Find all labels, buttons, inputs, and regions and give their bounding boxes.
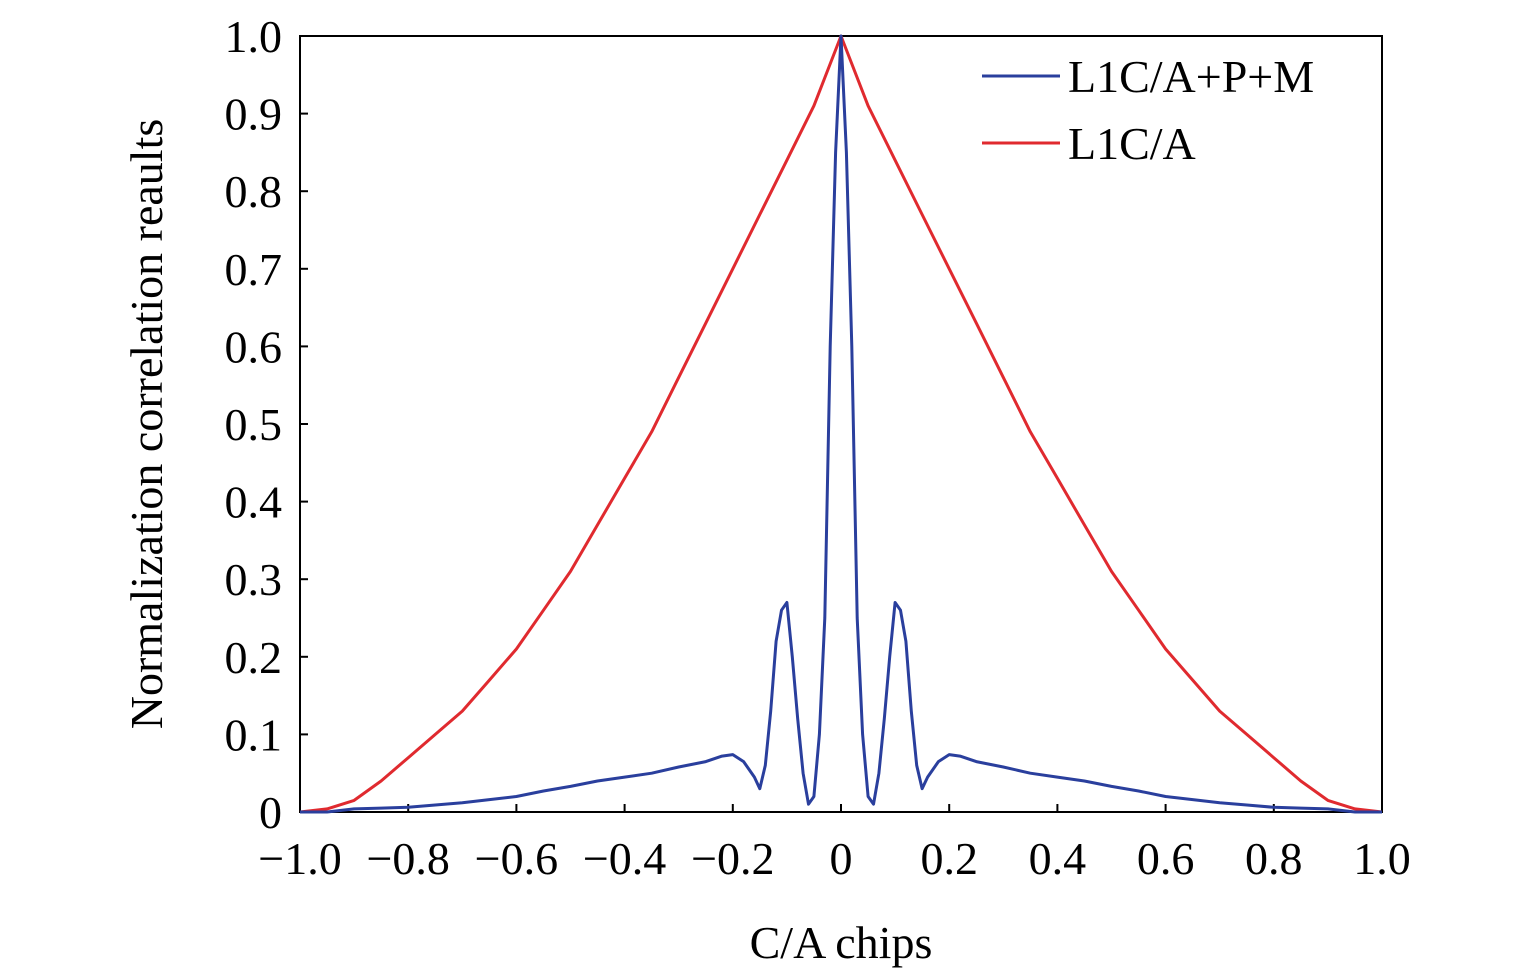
y-axis-ticks: 0 0.1 0.2 0.3 0.4 0.5 0.6 0.7 0.8 0.9 1.0 [225,11,308,838]
x-tick-label: 0.2 [920,833,978,884]
y-tick-label: 0.9 [225,89,283,140]
y-axis-title: Normalization correlation reaults [121,119,172,730]
legend-label-red: L1C/A [1068,118,1196,169]
series-layer [299,34,1383,814]
x-tick-label: 0 [830,833,853,884]
x-axis-title: C/A chips [750,917,933,968]
x-axis-ticks: −1.0 −0.8 −0.6 −0.4 −0.2 0 0.2 0.4 0.6 0.8 1.0 [258,804,1411,884]
y-tick-label: 0.5 [225,399,283,450]
legend: L1C/A+P+M L1C/A [982,51,1314,169]
y-tick-label: 0.7 [225,244,283,295]
series-line-red [299,34,1383,814]
plot-frame [299,35,1383,813]
y-tick-label: 0.1 [225,709,283,760]
x-tick-label: 0.4 [1029,833,1087,884]
legend-label-blue: L1C/A+P+M [1068,51,1314,102]
x-tick-label: −1.0 [258,833,341,884]
y-tick-label: 0.2 [225,632,283,683]
x-tick-label: −0.2 [691,833,774,884]
x-tick-label: 0.6 [1137,833,1195,884]
x-tick-label: 0.8 [1245,833,1303,884]
x-tick-label: −0.6 [475,833,558,884]
y-tick-label: 0 [259,787,282,838]
y-tick-label: 0.3 [225,554,283,605]
y-tick-label: 1.0 [225,11,283,62]
x-tick-label: −0.8 [366,833,449,884]
y-tick-label: 0.4 [225,477,283,528]
x-tick-label: 1.0 [1353,833,1411,884]
series-line-blue [300,34,1382,814]
x-tick-label: −0.4 [583,833,666,884]
y-tick-label: 0.6 [225,321,283,372]
y-tick-label: 0.8 [225,166,283,217]
